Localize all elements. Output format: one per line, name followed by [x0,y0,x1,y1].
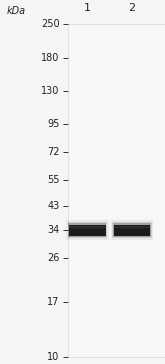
Text: 180: 180 [41,53,59,63]
Bar [112,222,152,238]
Text: 130: 130 [41,86,59,96]
Bar [111,220,153,240]
Text: 1: 1 [84,3,91,13]
Text: 2: 2 [128,3,136,13]
Text: 95: 95 [47,119,59,129]
Text: 17: 17 [47,297,59,307]
Text: 10: 10 [47,352,59,362]
Bar [68,222,107,238]
Bar [66,220,109,240]
Text: 34: 34 [47,225,59,235]
Bar [68,24,165,357]
Text: 250: 250 [41,19,59,29]
Text: 26: 26 [47,253,59,263]
Text: 43: 43 [47,201,59,211]
Text: 55: 55 [47,175,59,185]
Text: 72: 72 [47,147,59,158]
Bar [68,223,106,237]
Bar [113,223,151,237]
Text: kDa: kDa [7,7,26,16]
Bar [114,226,150,229]
Bar [69,225,106,236]
Bar [114,225,150,236]
Bar [69,226,106,229]
